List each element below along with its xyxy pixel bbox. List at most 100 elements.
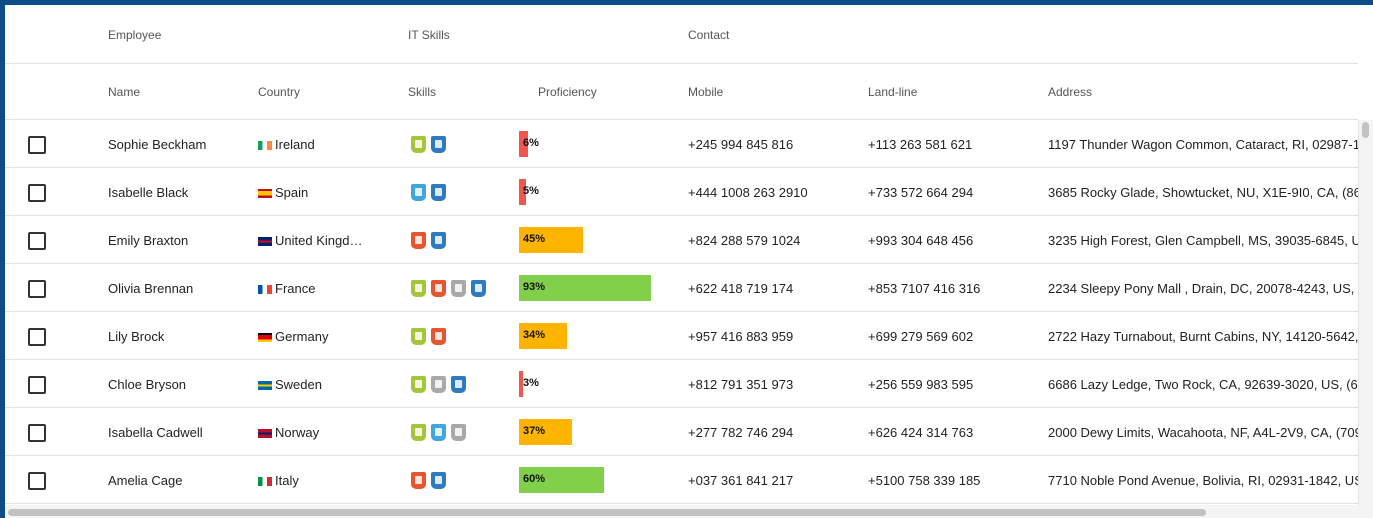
- skill-icon: [411, 280, 426, 297]
- address: 3235 High Forest, Glen Campbell, MS, 390…: [1048, 233, 1358, 248]
- proficiency-bar: [519, 227, 583, 253]
- column-header[interactable]: Land-line: [868, 85, 918, 99]
- country-name: Italy: [275, 473, 299, 488]
- row[interactable]: Olivia Brennan France 93% +622 418 719 174 +…: [5, 264, 1358, 312]
- column-header[interactable]: Proficiency: [538, 85, 597, 99]
- country-name: France: [275, 281, 316, 296]
- row[interactable]: Emily Braxton United Kingd… 45% +824 288 57…: [5, 216, 1358, 264]
- checkbox[interactable]: [28, 136, 46, 154]
- name: Olivia Brennan: [108, 281, 194, 296]
- checkbox[interactable]: [28, 424, 46, 442]
- landline: +626 424 314 763: [868, 425, 974, 440]
- scroll-thumb[interactable]: [8, 509, 1206, 516]
- flag: [258, 285, 272, 294]
- country: Norway: [258, 425, 373, 440]
- row-divider: [5, 167, 1358, 168]
- horizontal-scrollbar[interactable]: [5, 505, 1373, 518]
- landline: +733 572 664 294: [868, 185, 974, 200]
- address: 1197 Thunder Wagon Common, Cataract, RI,…: [1048, 137, 1358, 152]
- proficiency-label: 93%: [523, 281, 546, 293]
- column-header[interactable]: Address: [1048, 85, 1093, 99]
- landline: +256 559 983 595: [868, 377, 974, 392]
- proficiency-bar: [519, 371, 524, 397]
- checkbox[interactable]: [28, 376, 46, 394]
- proficiency-bar: [519, 323, 568, 349]
- row-divider: [5, 215, 1358, 216]
- name: Isabella Cadwell: [108, 425, 203, 440]
- country: Sweden: [258, 377, 373, 392]
- skill-icon: [431, 136, 446, 153]
- country-name: Spain: [275, 185, 309, 200]
- skill-icon: [471, 280, 486, 297]
- address: 2234 Sleepy Pony Mall , Drain, DC, 20078…: [1048, 281, 1358, 296]
- top-bar: [0, 0, 1373, 5]
- flag: [258, 381, 272, 390]
- country-name: Norway: [275, 425, 320, 440]
- row-divider: [5, 407, 1358, 408]
- country-name: Ireland: [275, 137, 315, 152]
- mobile: +824 288 579 1024: [688, 233, 801, 248]
- row[interactable]: Amelia Cage Italy 60% +037 361 841 217 +5100…: [5, 456, 1358, 504]
- mobile: +277 782 746 294: [688, 425, 794, 440]
- name: Emily Braxton: [108, 233, 189, 248]
- proficiency-bar: [519, 131, 528, 157]
- row-divider: [5, 455, 1358, 456]
- name: Sophie Beckham: [108, 137, 207, 152]
- proficiency-label: 37%: [523, 425, 546, 437]
- proficiency-bar: [519, 275, 652, 301]
- skill-icon: [431, 376, 446, 393]
- skill-icon: [411, 472, 426, 489]
- column-header[interactable]: Mobile: [688, 85, 724, 99]
- column-header[interactable]: Country: [258, 85, 301, 99]
- row[interactable]: Isabelle Black Spain 5% +444 1008 263 2910 +…: [5, 168, 1358, 216]
- checkbox[interactable]: [28, 184, 46, 202]
- skill-icon: [411, 376, 426, 393]
- divider: [5, 63, 1358, 64]
- header-group: IT Skills: [408, 28, 450, 42]
- name: Lily Brock: [108, 329, 165, 344]
- country: Spain: [258, 185, 373, 200]
- column-header[interactable]: Name: [108, 85, 141, 99]
- scroll-thumb[interactable]: [1362, 122, 1369, 138]
- landline: +699 279 569 602: [868, 329, 974, 344]
- header-group: Employee: [108, 28, 162, 42]
- row[interactable]: Sophie Beckham Ireland 6% +245 994 845 816 +…: [5, 120, 1358, 168]
- proficiency-bar: [519, 467, 605, 493]
- mobile: +622 418 719 174: [688, 281, 794, 296]
- skill-icon: [431, 280, 446, 297]
- mobile: +037 361 841 217: [688, 473, 794, 488]
- divider: [5, 119, 1358, 120]
- row[interactable]: Isabella Cadwell Norway 37% +277 782 746 29…: [5, 408, 1358, 456]
- address: 2722 Hazy Turnabout, Burnt Cabins, NY, 1…: [1048, 329, 1358, 344]
- row-divider: [5, 311, 1358, 312]
- name: Amelia Cage: [108, 473, 183, 488]
- skill-icon: [431, 184, 446, 201]
- mobile: +812 791 351 973: [688, 377, 794, 392]
- header-group: Contact: [688, 28, 730, 42]
- address: 2000 Dewy Limits, Wacahoota, NF, A4L-2V9…: [1048, 425, 1358, 440]
- checkbox[interactable]: [28, 280, 46, 298]
- skill-icon: [431, 472, 446, 489]
- row[interactable]: Lily Brock Germany 34% +957 416 883 959 +699…: [5, 312, 1358, 360]
- column-header[interactable]: Skills: [408, 85, 437, 99]
- landline: +5100 758 339 185: [868, 473, 981, 488]
- proficiency-bar: [519, 419, 572, 445]
- checkbox[interactable]: [28, 328, 46, 346]
- skill-icon: [451, 280, 466, 297]
- landline: +993 304 648 456: [868, 233, 974, 248]
- row[interactable]: Chloe Bryson Sweden 3% +812 791 351 973 +256…: [5, 360, 1358, 408]
- row-divider: [5, 503, 1358, 504]
- address: 3685 Rocky Glade, Showtucket, NU, X1E-9I…: [1048, 185, 1358, 200]
- country-name: United Kingd…: [275, 233, 363, 248]
- mobile: +245 994 845 816: [688, 137, 794, 152]
- skill-icon: [431, 232, 446, 249]
- flag: [258, 429, 272, 438]
- mobile: +957 416 883 959: [688, 329, 794, 344]
- vertical-scrollbar[interactable]: [1358, 120, 1373, 505]
- country: France: [258, 281, 373, 296]
- checkbox[interactable]: [28, 472, 46, 490]
- checkbox[interactable]: [28, 232, 46, 250]
- proficiency-bar: [519, 179, 527, 205]
- address: 7710 Noble Pond Avenue, Bolivia, RI, 029…: [1048, 473, 1358, 488]
